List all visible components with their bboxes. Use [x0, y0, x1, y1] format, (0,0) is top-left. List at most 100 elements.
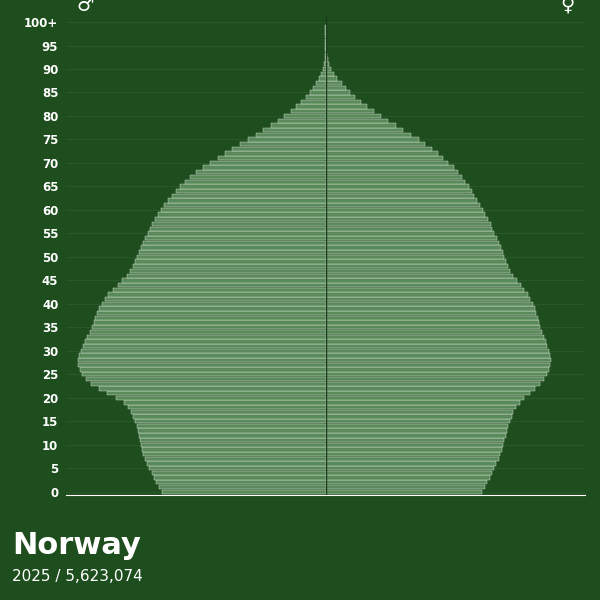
- Bar: [278, 119, 325, 123]
- Bar: [325, 269, 510, 273]
- Bar: [156, 480, 325, 484]
- Bar: [325, 461, 496, 466]
- Bar: [196, 170, 325, 175]
- Bar: [325, 222, 491, 226]
- Bar: [92, 325, 325, 329]
- Bar: [325, 71, 334, 76]
- Bar: [139, 433, 325, 437]
- Bar: [325, 95, 355, 100]
- Bar: [147, 461, 325, 466]
- Bar: [145, 236, 325, 240]
- Bar: [116, 395, 325, 400]
- Bar: [141, 245, 325, 250]
- Bar: [325, 175, 462, 179]
- Bar: [325, 395, 524, 400]
- Bar: [256, 133, 325, 137]
- Bar: [143, 241, 325, 245]
- Bar: [325, 457, 499, 461]
- Bar: [225, 151, 325, 156]
- Bar: [325, 76, 337, 80]
- Bar: [159, 485, 325, 489]
- Bar: [78, 358, 325, 362]
- Bar: [325, 386, 535, 391]
- Bar: [137, 424, 325, 428]
- Bar: [131, 410, 325, 414]
- Bar: [325, 475, 490, 480]
- Bar: [80, 349, 325, 353]
- Bar: [301, 100, 325, 104]
- Bar: [86, 377, 325, 381]
- Bar: [95, 316, 325, 320]
- Bar: [325, 217, 488, 221]
- Bar: [325, 100, 361, 104]
- Bar: [97, 311, 325, 316]
- Bar: [325, 166, 454, 170]
- Bar: [325, 372, 547, 376]
- Bar: [325, 170, 458, 175]
- Bar: [263, 128, 325, 132]
- Bar: [306, 95, 325, 100]
- Text: 2025 / 5,623,074: 2025 / 5,623,074: [12, 569, 143, 584]
- Bar: [85, 339, 325, 344]
- Bar: [325, 208, 483, 212]
- Bar: [325, 466, 494, 470]
- Bar: [158, 212, 325, 217]
- Bar: [168, 199, 325, 203]
- Bar: [325, 274, 514, 278]
- Bar: [248, 137, 325, 142]
- Bar: [91, 382, 325, 386]
- Bar: [152, 471, 325, 475]
- Bar: [79, 353, 325, 358]
- Bar: [325, 128, 403, 132]
- Bar: [290, 109, 325, 113]
- Bar: [118, 283, 325, 287]
- Bar: [325, 194, 475, 198]
- Bar: [325, 443, 503, 447]
- Bar: [325, 349, 549, 353]
- Bar: [133, 264, 325, 268]
- Bar: [80, 367, 325, 372]
- Bar: [325, 184, 469, 188]
- Bar: [133, 415, 325, 419]
- Bar: [325, 382, 540, 386]
- Bar: [325, 53, 326, 57]
- Bar: [83, 344, 325, 348]
- Bar: [325, 438, 505, 442]
- Bar: [325, 179, 466, 184]
- Bar: [141, 443, 325, 447]
- Bar: [99, 386, 325, 391]
- Bar: [325, 81, 342, 85]
- Bar: [325, 307, 535, 311]
- Bar: [313, 86, 325, 90]
- Bar: [148, 231, 325, 236]
- Bar: [325, 485, 485, 489]
- Bar: [325, 236, 497, 240]
- Bar: [325, 480, 487, 484]
- Bar: [325, 203, 480, 208]
- Bar: [241, 142, 325, 146]
- Bar: [325, 452, 500, 456]
- Bar: [325, 424, 508, 428]
- Bar: [203, 166, 325, 170]
- Bar: [94, 320, 325, 325]
- Bar: [325, 325, 541, 329]
- Bar: [325, 287, 524, 292]
- Bar: [232, 146, 325, 151]
- Bar: [218, 156, 325, 160]
- Bar: [180, 184, 325, 188]
- Bar: [172, 194, 325, 198]
- Bar: [325, 91, 350, 95]
- Bar: [325, 405, 516, 409]
- Bar: [185, 179, 325, 184]
- Bar: [325, 358, 551, 362]
- Bar: [325, 283, 521, 287]
- Bar: [325, 104, 367, 109]
- Bar: [325, 339, 545, 344]
- Bar: [271, 123, 325, 128]
- Bar: [325, 428, 507, 433]
- Bar: [142, 447, 325, 452]
- Bar: [325, 447, 502, 452]
- Bar: [325, 490, 482, 494]
- Bar: [155, 217, 325, 221]
- Bar: [143, 452, 325, 456]
